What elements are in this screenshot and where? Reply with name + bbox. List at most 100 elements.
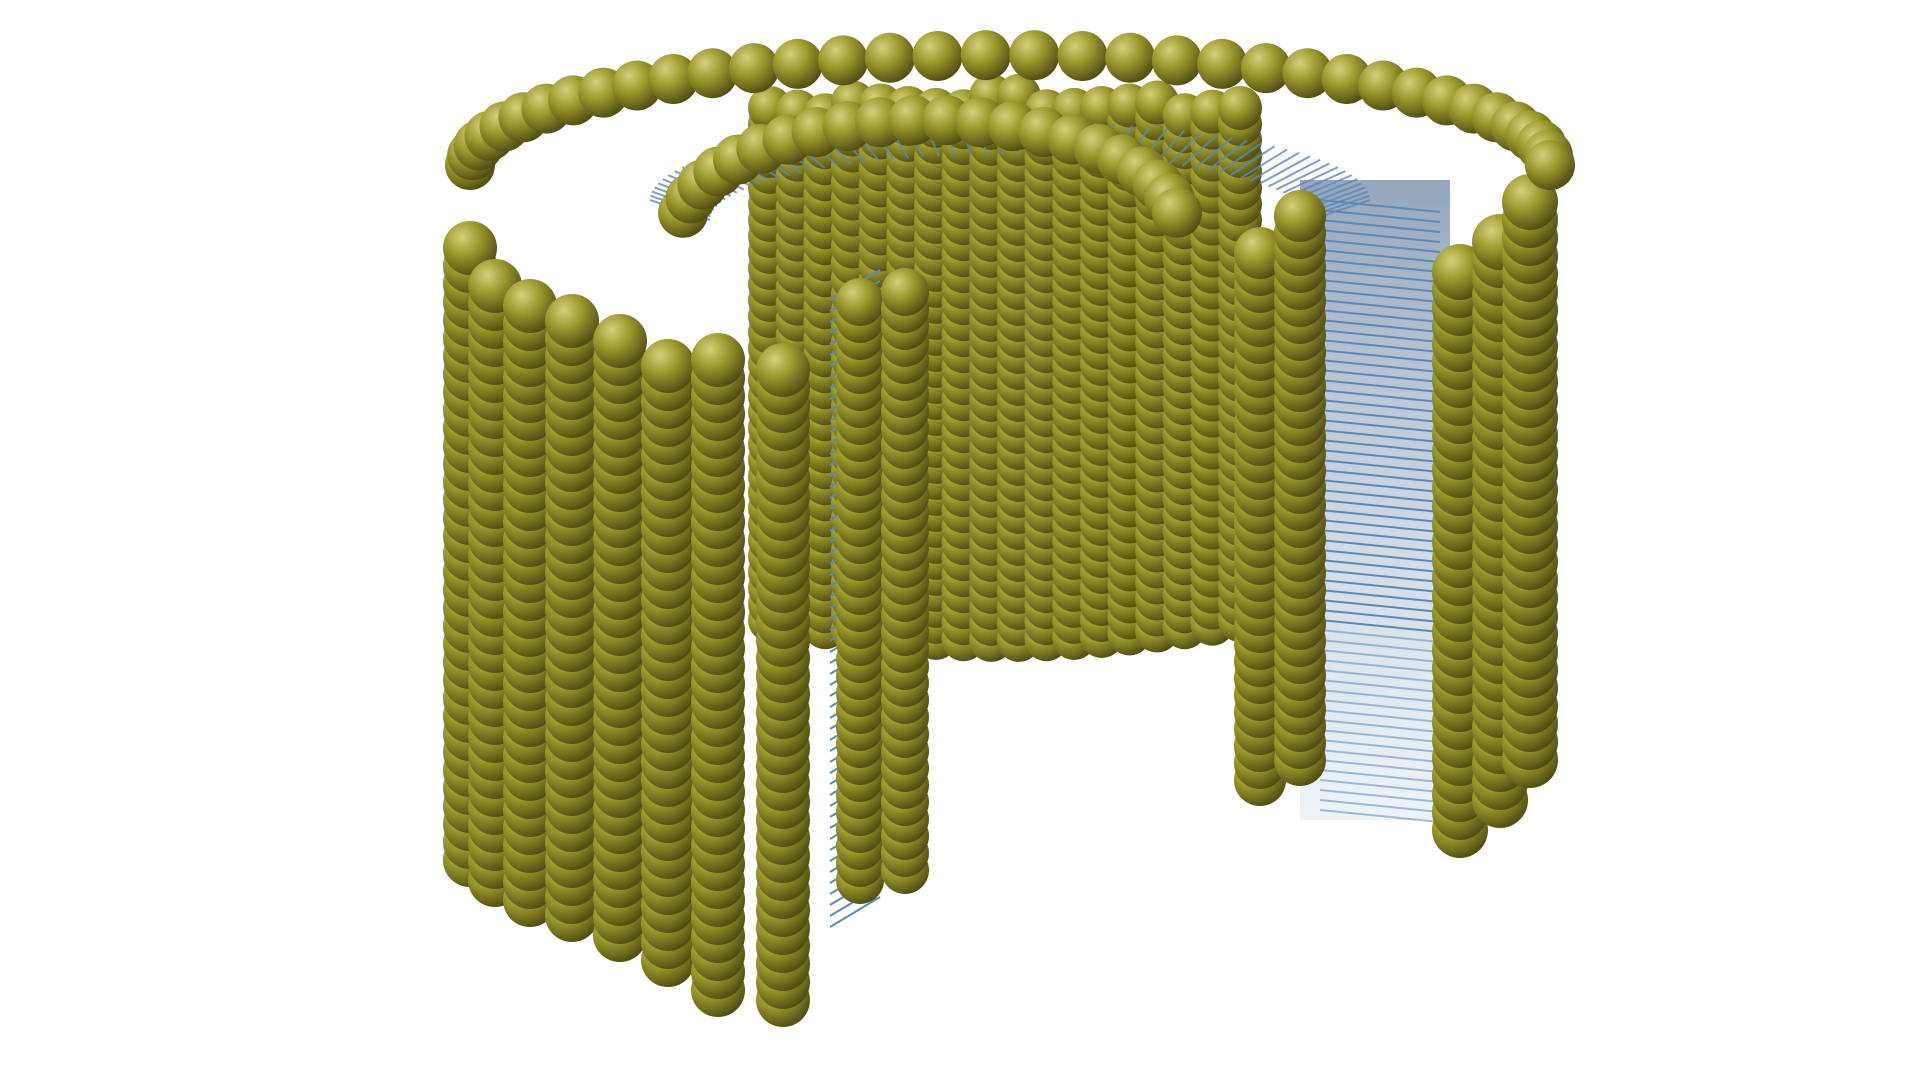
head-group-sphere	[960, 30, 1011, 81]
right-wall	[1234, 174, 1558, 858]
head-group-sphere	[912, 30, 963, 81]
lipid-tail	[1319, 229, 1441, 243]
lipid-tail	[1268, 158, 1321, 188]
lipid-tail	[1319, 439, 1441, 453]
lipid-tail	[1319, 689, 1441, 703]
lipid-tail	[1319, 539, 1441, 553]
lipid-tail	[1319, 469, 1441, 483]
lipid-tail	[1319, 389, 1441, 403]
head-group-sphere	[1274, 190, 1326, 242]
lipid-tail	[1319, 699, 1441, 713]
lipid-tail	[1319, 619, 1441, 633]
lipid-tail	[1319, 289, 1441, 303]
lipid-tail	[1275, 162, 1330, 191]
lipid-tail	[1319, 259, 1441, 273]
lipid-tail	[1181, 134, 1218, 167]
lipid-tail	[1319, 519, 1441, 533]
head-group-sphere	[1240, 43, 1291, 94]
lipid-tail	[1319, 659, 1441, 673]
head-group-sphere	[1282, 48, 1333, 99]
lipid-tail	[1319, 379, 1441, 393]
head-group-sphere	[772, 38, 823, 89]
head-group-sphere	[756, 343, 810, 397]
lipid-tail	[1319, 489, 1441, 503]
lipid-tail	[1319, 529, 1441, 543]
lipid-tail	[1250, 151, 1300, 182]
lipid-tail	[1194, 136, 1233, 169]
head-group-sphere	[818, 35, 869, 86]
head-group-sphere	[836, 278, 884, 326]
head-group-column	[641, 339, 695, 987]
lipid-tail	[1319, 729, 1441, 743]
lipid-tail	[1319, 719, 1441, 733]
lipid-tail	[1319, 779, 1441, 793]
lipid-tail	[1319, 769, 1441, 783]
lipid-tail	[1282, 166, 1339, 194]
lipid-tail	[1319, 629, 1441, 643]
head-group-sphere	[593, 314, 647, 368]
head-group-column	[1502, 174, 1558, 788]
lipid-tail	[1319, 449, 1441, 463]
head-group-sphere	[648, 53, 699, 104]
head-group-column	[836, 278, 884, 904]
lipid-tail	[1319, 669, 1441, 683]
head-group-sphere	[687, 48, 738, 99]
lipid-tail	[1319, 269, 1441, 283]
lipid-tail	[1319, 209, 1441, 223]
lipid-tail	[1319, 349, 1441, 363]
lipid-tail	[1319, 809, 1441, 823]
lipid-tail	[1319, 789, 1441, 803]
lipid-tail	[1168, 132, 1202, 165]
lipid-tail	[1319, 559, 1441, 573]
lipid-tail	[1259, 155, 1311, 185]
lipid-tail	[1319, 409, 1441, 423]
lipid-tail	[1319, 739, 1441, 753]
head-group-sphere	[691, 333, 745, 387]
lipid-tail	[1319, 459, 1441, 473]
lipid-tail	[1319, 399, 1441, 413]
lipid-tail	[1319, 499, 1441, 513]
head-group-column	[1274, 190, 1326, 786]
top-rim	[445, 30, 1575, 238]
head-group-column	[1234, 227, 1286, 806]
lipid-tail	[1319, 479, 1441, 493]
lipid-tail	[1319, 339, 1441, 353]
lipid-tail	[1319, 679, 1441, 693]
back-wall	[748, 73, 1262, 662]
lipid-tail	[1319, 569, 1441, 583]
head-group-column	[756, 343, 810, 1027]
lipid-tail	[1319, 509, 1441, 523]
lipid-tail	[829, 896, 881, 928]
lipid-tail	[1319, 419, 1441, 433]
head-group-sphere	[1234, 227, 1286, 279]
head-group-sphere	[443, 221, 497, 275]
head-group-sphere	[545, 294, 599, 348]
lipid-tail	[1319, 219, 1441, 233]
lipid-tail	[1319, 549, 1441, 563]
head-group-sphere	[1151, 187, 1202, 238]
lipid-tail	[1319, 599, 1441, 613]
head-group-sphere	[729, 43, 780, 94]
lipid-tail	[1319, 279, 1441, 293]
lipid-tail	[1319, 319, 1441, 333]
head-group-column	[593, 314, 647, 962]
lipid-tail	[1319, 309, 1441, 323]
head-group-column	[545, 294, 599, 942]
head-group-sphere	[1105, 32, 1156, 83]
lipid-tail	[1319, 609, 1441, 623]
head-group-sphere	[1009, 30, 1060, 81]
head-group-sphere	[1057, 30, 1108, 81]
head-group-sphere	[1197, 38, 1248, 89]
lipid-tail	[1319, 369, 1441, 383]
head-group-sphere	[1525, 140, 1575, 190]
lipid-tail	[1319, 359, 1441, 373]
lipid-tail	[1319, 299, 1441, 313]
lipid-tail	[1319, 239, 1441, 253]
lipid-tail	[1319, 799, 1441, 813]
lipid-tail	[1218, 142, 1262, 174]
head-group-sphere	[503, 279, 557, 333]
lipid-tail	[1319, 749, 1441, 763]
lipid-tail	[1319, 329, 1441, 343]
head-group-sphere	[1151, 35, 1202, 86]
